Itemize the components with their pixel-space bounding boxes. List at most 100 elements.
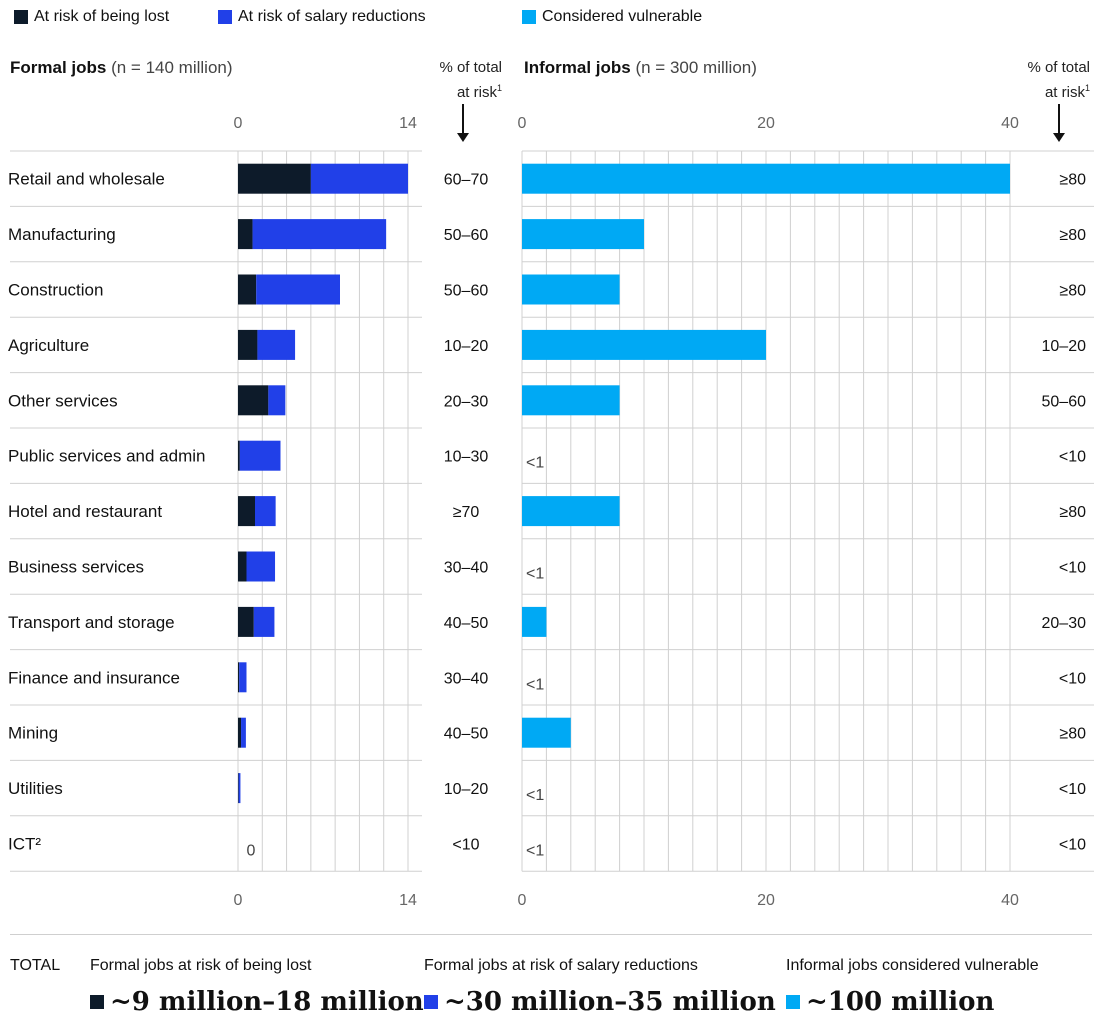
- category-label: Construction: [8, 281, 103, 300]
- total-caption-lost: Formal jobs at risk of being lost: [90, 957, 312, 974]
- formal-x-tick-top: 14: [399, 115, 417, 132]
- formal-pct-value: 10–20: [444, 781, 489, 798]
- informal-pct-value: <10: [1059, 560, 1086, 577]
- informal-bar-vulnerable: [522, 163, 1010, 194]
- formal-title: Formal jobs: [10, 58, 107, 77]
- informal-x-tick-top: 40: [1001, 115, 1019, 132]
- total-swatch-vulnerable: [786, 995, 800, 1009]
- category-label: Finance and insurance: [8, 668, 180, 687]
- formal-bar-lost: [238, 163, 311, 194]
- formal-bar-salary: [256, 274, 340, 305]
- legend-swatch-vulnerable: [522, 10, 536, 24]
- category-label: Mining: [8, 724, 58, 743]
- formal-bar-lost: [238, 717, 242, 748]
- informal-bar-vulnerable: [522, 274, 620, 305]
- formal-bar-salary: [252, 219, 387, 250]
- formal-bar-lost: [238, 551, 247, 582]
- informal-pct-footnote: 1: [1084, 83, 1090, 93]
- total-value-vulnerable: ~100 million: [806, 987, 995, 1017]
- formal-pct-value: 50–60: [444, 227, 489, 244]
- formal-bar-lost: [238, 440, 240, 471]
- formal-pct-header-line2: at risk: [456, 84, 497, 101]
- informal-bar-vulnerable: [522, 329, 766, 360]
- informal-small-label: <1: [526, 455, 544, 472]
- formal-bar-lost: [238, 274, 257, 305]
- informal-title: Informal jobs: [524, 58, 631, 77]
- category-label: Other services: [8, 391, 118, 410]
- formal-bar-salary: [241, 717, 246, 748]
- total-value-vulnerable-row: ~100 million: [786, 987, 994, 1017]
- formal-x-tick-bottom: 14: [399, 892, 417, 909]
- informal-x-tick-bottom: 0: [518, 892, 527, 909]
- informal-pct-value: <10: [1059, 837, 1086, 854]
- formal-pct-value: 10–30: [444, 449, 489, 466]
- informal-pct-header-line2: at risk: [1044, 84, 1085, 101]
- formal-pct-value: 40–50: [444, 726, 489, 743]
- formal-pct-value: 60–70: [444, 172, 489, 189]
- informal-x-tick-bottom: 40: [1001, 892, 1019, 909]
- total-value-lost: ~9 million–18 million: [110, 987, 424, 1017]
- formal-pct-value: 30–40: [444, 670, 489, 687]
- formal-bar-salary: [255, 496, 276, 527]
- formal-bar-salary: [257, 329, 296, 360]
- informal-bar-vulnerable: [522, 219, 644, 250]
- total-value-salary: ~30 million–35 million: [444, 987, 776, 1017]
- totals-divider: [10, 934, 1092, 935]
- total-caption-salary: Formal jobs at risk of salary reductions: [424, 957, 698, 974]
- formal-bar-salary: [310, 163, 408, 194]
- total-swatch-salary: [424, 995, 438, 1009]
- formal-panel-title: Formal jobs (n = 140 million): [10, 58, 233, 78]
- legend-swatch-salary: [218, 10, 232, 24]
- formal-bar-lost: [238, 385, 269, 416]
- formal-bar-lost: [238, 496, 255, 527]
- informal-pct-value: 10–20: [1042, 338, 1087, 355]
- informal-small-label: <1: [526, 566, 544, 583]
- formal-bar-lost: [238, 329, 258, 360]
- legend-item-salary: At risk of salary reductions: [218, 8, 426, 26]
- informal-bar-vulnerable: [522, 496, 620, 527]
- informal-pct-value: ≥80: [1059, 726, 1086, 743]
- informal-small-label: <1: [526, 676, 544, 693]
- formal-pct-header: % of total at risk1: [380, 58, 502, 103]
- category-label: Public services and admin: [8, 447, 205, 466]
- informal-small-label: <1: [526, 843, 544, 860]
- legend-label-lost: At risk of being lost: [34, 8, 170, 25]
- informal-pct-arrow-icon: [1053, 104, 1065, 142]
- formal-pct-value: 30–40: [444, 560, 489, 577]
- informal-x-tick-top: 0: [518, 115, 527, 132]
- formal-pct-footnote: 1: [496, 83, 502, 93]
- formal-pct-value: 20–30: [444, 393, 489, 410]
- informal-bar-vulnerable: [522, 606, 547, 637]
- informal-pct-value: ≥80: [1059, 504, 1086, 521]
- formal-pct-value: 50–60: [444, 283, 489, 300]
- formal-n: (n = 140 million): [111, 58, 233, 77]
- informal-panel-title: Informal jobs (n = 300 million): [524, 58, 757, 78]
- legend-item-vulnerable: Considered vulnerable: [522, 8, 702, 26]
- total-value-lost-row: ~9 million–18 million: [90, 987, 424, 1017]
- informal-x-tick-bottom: 20: [757, 892, 775, 909]
- informal-pct-value: <10: [1059, 781, 1086, 798]
- informal-pct-value: ≥80: [1059, 227, 1086, 244]
- total-caption-vulnerable: Informal jobs considered vulnerable: [786, 957, 1039, 974]
- category-label: Business services: [8, 558, 144, 577]
- legend-item-lost: At risk of being lost: [14, 8, 169, 26]
- formal-bar-lost: [238, 219, 253, 250]
- formal-x-tick-top: 0: [234, 115, 243, 132]
- informal-pct-header-line1: % of total: [1027, 59, 1090, 76]
- informal-pct-value: ≥80: [1059, 283, 1086, 300]
- formal-bar-lost: [238, 662, 240, 693]
- category-label: Transport and storage: [8, 613, 175, 632]
- category-label: Agriculture: [8, 336, 89, 355]
- category-label: Hotel and restaurant: [8, 502, 162, 521]
- informal-pct-header: % of total at risk1: [960, 58, 1090, 103]
- formal-pct-value: 10–20: [444, 338, 489, 355]
- formal-x-tick-bottom: 0: [234, 892, 243, 909]
- informal-pct-value: ≥80: [1059, 172, 1086, 189]
- total-swatch-lost: [90, 995, 104, 1009]
- legend-swatch-lost: [14, 10, 28, 24]
- formal-bar-salary: [246, 551, 276, 582]
- informal-n: (n = 300 million): [635, 58, 757, 77]
- formal-bar-salary: [253, 606, 275, 637]
- formal-bar-salary: [239, 662, 247, 693]
- informal-x-tick-top: 20: [757, 115, 775, 132]
